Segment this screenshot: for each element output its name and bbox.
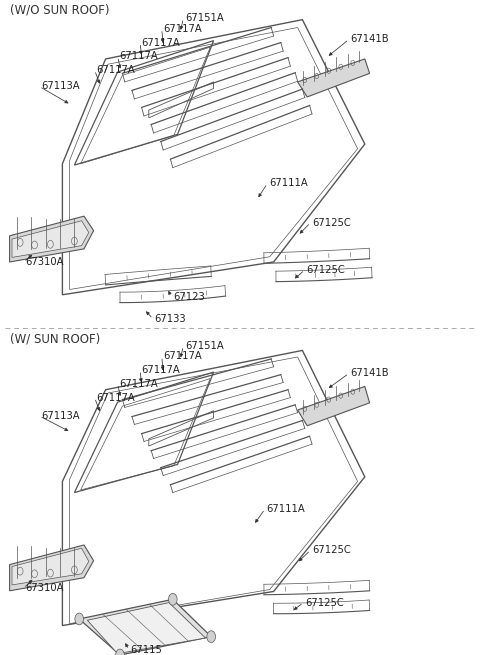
- Polygon shape: [10, 545, 94, 591]
- Text: 67113A: 67113A: [41, 411, 79, 421]
- Text: 67310A: 67310A: [25, 257, 63, 267]
- Circle shape: [75, 613, 84, 625]
- Text: 67125C: 67125C: [305, 597, 344, 608]
- Polygon shape: [10, 216, 94, 262]
- Text: 67151A: 67151A: [185, 13, 224, 24]
- Polygon shape: [12, 548, 89, 585]
- Text: 67117A: 67117A: [163, 24, 202, 34]
- Circle shape: [207, 631, 216, 643]
- Text: 67151A: 67151A: [185, 341, 224, 351]
- Text: 67117A: 67117A: [163, 351, 202, 362]
- Text: 67117A: 67117A: [96, 65, 135, 75]
- Text: 67111A: 67111A: [269, 178, 308, 189]
- Text: (W/O SUN ROOF): (W/O SUN ROOF): [10, 3, 109, 16]
- Text: 67115: 67115: [131, 645, 162, 655]
- Text: 67123: 67123: [173, 291, 204, 302]
- Text: 67113A: 67113A: [41, 81, 79, 92]
- Text: 67117A: 67117A: [142, 365, 180, 375]
- Text: 67117A: 67117A: [119, 51, 158, 62]
- Polygon shape: [298, 386, 370, 426]
- Text: (W/ SUN ROOF): (W/ SUN ROOF): [10, 333, 100, 346]
- Text: 67117A: 67117A: [142, 37, 180, 48]
- Text: 67125C: 67125C: [312, 545, 351, 555]
- Text: 67310A: 67310A: [25, 583, 63, 593]
- Text: 67141B: 67141B: [350, 34, 389, 45]
- Circle shape: [168, 593, 177, 605]
- Text: 67125C: 67125C: [312, 217, 351, 228]
- Text: 67133: 67133: [155, 314, 186, 324]
- Text: 67141B: 67141B: [350, 368, 389, 379]
- Polygon shape: [87, 603, 205, 654]
- Text: 67117A: 67117A: [96, 392, 135, 403]
- Polygon shape: [298, 59, 370, 97]
- Text: 67125C: 67125C: [306, 265, 345, 275]
- Polygon shape: [79, 599, 211, 655]
- Polygon shape: [12, 221, 89, 257]
- Circle shape: [116, 649, 124, 655]
- Text: 67111A: 67111A: [266, 504, 305, 514]
- Text: 67117A: 67117A: [119, 379, 158, 389]
